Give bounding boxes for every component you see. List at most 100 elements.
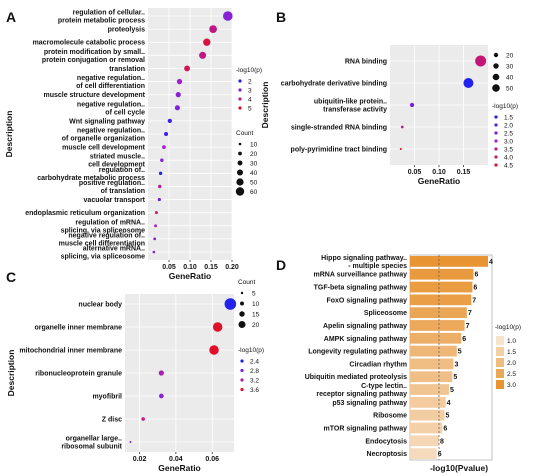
panel-label: C [6,269,16,285]
bar [410,307,467,319]
x-tick-label: 0.06 [205,456,219,463]
legend-label: 2.5 [504,130,513,137]
category-label: Ribosome [373,413,407,420]
bar [410,345,457,357]
legend-label: 30 [250,160,258,167]
data-point [174,105,180,111]
legend-label: 10 [250,141,258,148]
legend-swatch [240,359,244,363]
category-label: C-type lectin.. [361,383,407,390]
legend-label: 20 [250,151,258,158]
legend-swatch [494,139,498,143]
x-tick-label: 0.15 [457,169,471,176]
legend-size-dot [239,311,245,317]
category-label: muscle cell development [62,145,146,152]
bar-value-label: 5 [453,374,457,381]
category-label: regulation of.. [99,167,145,174]
bar-value-label: 8 [440,438,444,445]
legend-label: 1.5 [507,349,516,356]
data-point [158,370,164,376]
category-label: p53 signaling pathway [332,400,407,407]
data-point [162,145,166,149]
data-point [184,65,190,72]
category-label: endoplasmic reticulum organization [25,210,145,217]
category-label: carbohydrate derivative binding [281,81,387,88]
panel-b: B RNA binding carbohydrate derivative bind… [260,9,518,186]
data-point [153,237,157,241]
bar [410,435,439,447]
data-point [175,92,181,98]
category-label: of translation [101,188,145,195]
bar-value-label: 6 [438,451,442,458]
category-label: TGF-beta signaling pathway [314,285,407,292]
legend-label: 4.5 [504,162,513,169]
data-point [209,25,217,33]
legend-title: Count [236,130,254,137]
legend-title: Count [238,279,256,286]
y-axis-title: Description [4,111,14,158]
legend-label: 40 [506,74,514,81]
category-label: protein metabolic process [58,18,145,25]
category-label: protein conjugation or removal [42,57,145,64]
legend-swatch [496,358,504,367]
x-tick-label: 0.04 [169,456,183,463]
data-point [199,51,207,59]
panel-label: A [6,9,16,25]
legend-swatch [494,131,498,135]
bar-value-label: 6 [473,285,477,292]
legend-title: -log10(p) [236,67,262,74]
category-label: regulation of cellular.. [73,10,145,17]
category-label: of cell differentiation [76,83,145,90]
category-label: receptor signaling pathway [316,391,407,398]
legend-swatch [496,369,504,378]
legend-label: 20 [506,52,514,59]
category-label: mRNA surveillance pathway [314,272,408,279]
x-tick-label: 0.05 [162,264,176,271]
category-label: ubiquitin-like protein.. [314,99,387,106]
legend-label: 1.0 [507,338,516,345]
category-label: splicing, via spliceosome [61,254,146,261]
category-label: AMPK signaling pathway [324,336,407,343]
data-point [224,298,237,310]
bar-value-label: 5 [450,387,454,394]
legend-size-dot [237,160,243,166]
legend-size-dot [240,291,244,295]
category-label: ribosomal subunit [61,444,122,451]
legend-label: 4 [248,96,252,103]
legend-swatch [238,106,242,110]
legend-size-dot [492,84,500,92]
bar [410,281,473,293]
bar [410,384,449,395]
category-label: positive regulation.. [79,180,145,187]
category-label: Endocytosis [365,438,407,445]
legend-label: 3.6 [250,387,259,394]
category-label: negative regulation of.. [68,232,145,239]
data-point [154,224,157,228]
bar [410,256,488,267]
legend-swatch [494,115,498,119]
category-label: - multiple species [348,263,407,270]
legend-size-dot [236,169,244,176]
legend-label: 20 [252,322,260,329]
bar [410,371,453,383]
data-point [409,102,415,108]
legend-label: 2 [248,78,252,85]
bar [410,294,472,306]
legend-label: 2.4 [250,358,259,365]
bar-value-label: 3 [454,361,458,368]
legend-label: 2.0 [507,360,516,367]
data-point [463,78,474,88]
bar-value-label: 4 [447,400,451,407]
bar-value-label: 6 [462,336,466,343]
category-label: mTOR signaling pathway [324,425,408,432]
data-point [400,125,404,129]
x-tick-label: 0.05 [408,169,422,176]
category-label: Z disc [102,417,122,424]
data-point [203,38,211,46]
category-label: vacuolar transport [84,197,146,204]
bar-value-label: 7 [466,323,470,330]
legend-swatch [496,347,504,356]
legend-label: 4.0 [504,154,513,161]
